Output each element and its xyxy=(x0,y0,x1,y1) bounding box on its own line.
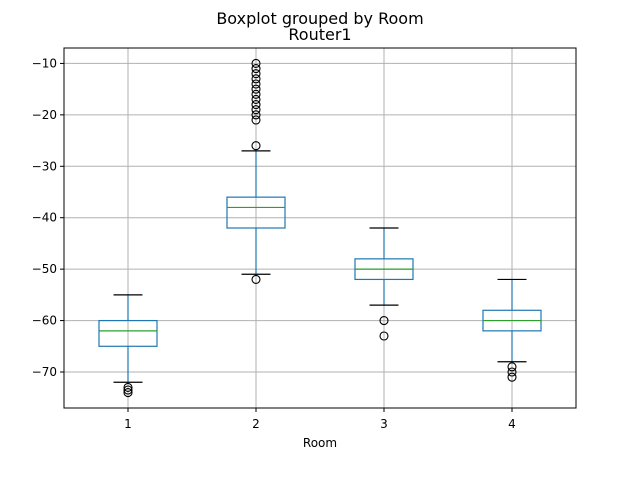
box-group-room-4 xyxy=(482,278,542,382)
chart-suptitle: Boxplot grouped by Room xyxy=(216,9,423,28)
x-axis-label: Room xyxy=(303,436,337,450)
axes-frame xyxy=(63,47,577,409)
outlier-point xyxy=(251,115,261,125)
y-tick-label: −10 xyxy=(32,56,57,70)
outlier-point xyxy=(251,110,261,120)
box-group-room-2 xyxy=(226,58,286,284)
y-tick-label: −40 xyxy=(32,211,57,225)
y-tick-label: −20 xyxy=(32,108,57,122)
box-group-room-1 xyxy=(98,294,158,398)
outlier-point xyxy=(251,79,261,89)
outlier-point xyxy=(251,84,261,94)
grid-layer xyxy=(64,48,576,408)
outlier-point xyxy=(251,89,261,99)
y-tick-label: −30 xyxy=(32,159,57,173)
y-tick-label: −50 xyxy=(32,262,57,276)
iqr-box xyxy=(226,196,286,229)
outlier-point xyxy=(251,100,261,110)
outlier-point xyxy=(251,58,261,68)
outlier-point xyxy=(507,367,517,377)
x-tick-label: 4 xyxy=(508,417,516,431)
outlier-point xyxy=(123,385,133,395)
outlier-point xyxy=(251,69,261,79)
outlier-point xyxy=(123,382,133,392)
outlier-point xyxy=(379,316,389,326)
y-tick-label: −60 xyxy=(32,314,57,328)
tick-layer: −10 −20 −30 −40 −50 −60 −70 1 2 3 4 xyxy=(32,56,516,431)
outlier-point xyxy=(251,274,261,284)
outlier-point xyxy=(123,388,133,398)
x-tick-label: 1 xyxy=(124,417,132,431)
x-tick-label: 2 xyxy=(252,417,260,431)
iqr-box xyxy=(98,319,158,347)
outlier-point xyxy=(251,74,261,84)
box-group-room-3 xyxy=(354,227,414,341)
outlier-point xyxy=(251,64,261,74)
outlier-point xyxy=(251,141,261,151)
outlier-point xyxy=(507,372,517,382)
outlier-point xyxy=(251,94,261,104)
y-tick-label: −70 xyxy=(32,365,57,379)
outlier-point xyxy=(379,331,389,341)
x-tick-label: 3 xyxy=(380,417,388,431)
chart-title: Router1 xyxy=(288,25,351,44)
outlier-point xyxy=(251,105,261,115)
outlier-point xyxy=(507,362,517,372)
box-layer xyxy=(98,58,542,398)
